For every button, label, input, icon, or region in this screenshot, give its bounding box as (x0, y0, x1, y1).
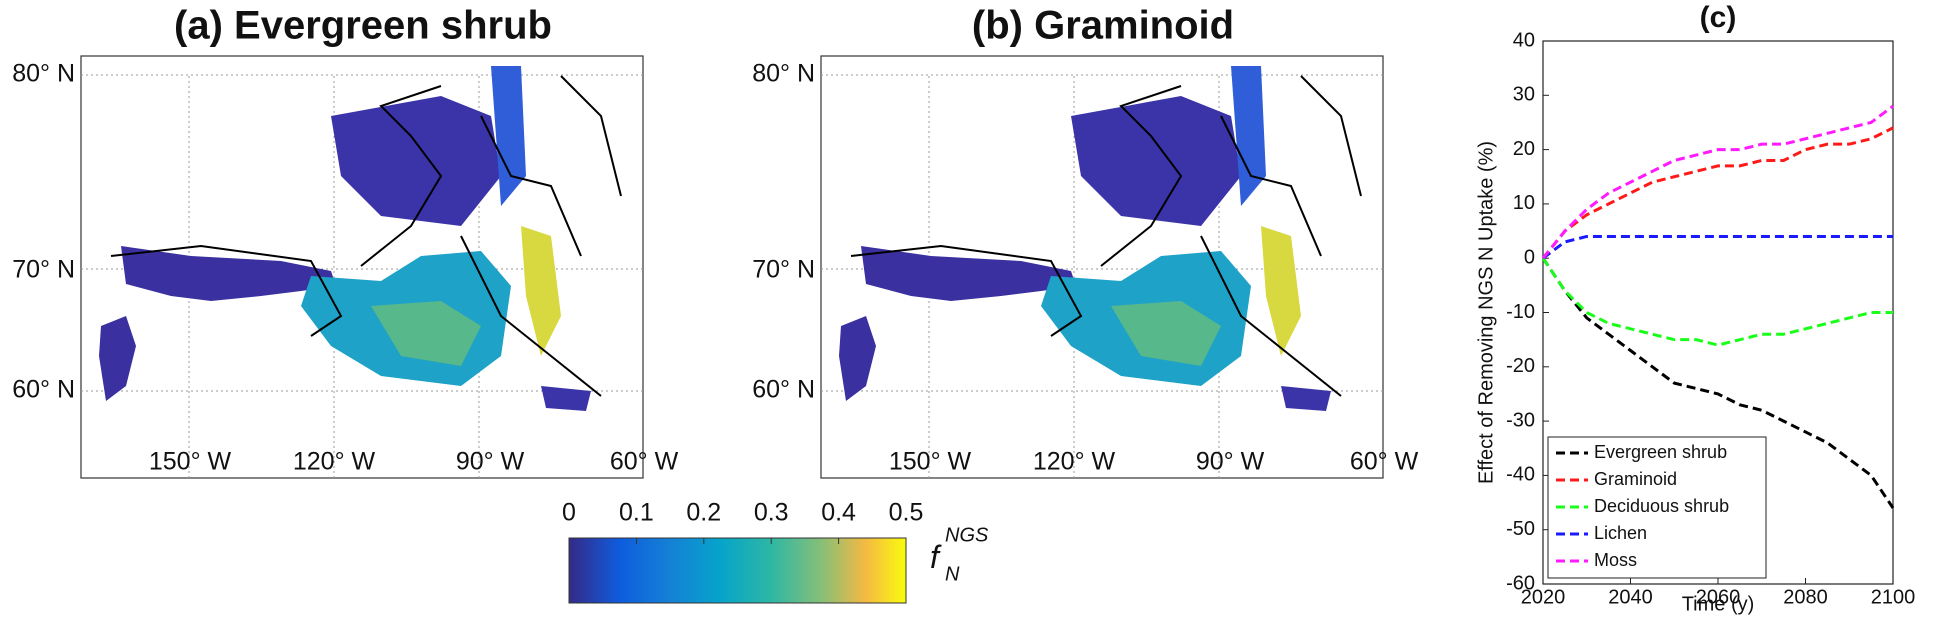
colorbar-tick-label: 0 (562, 499, 576, 527)
series-line (1541, 104, 1894, 260)
x-axis-label: Time (y) (1682, 593, 1755, 615)
colorbar-label-sup: NGS (945, 524, 989, 546)
colorbar-label-sub: N (945, 563, 960, 585)
colorbar-tick-label: 0.1 (619, 499, 654, 527)
legend-label: Lichen (1594, 523, 1647, 543)
colorbar-label: f (930, 539, 942, 575)
colorbar (568, 537, 907, 604)
y-tick-label: -40 (1506, 464, 1535, 486)
series-line (1541, 126, 1894, 260)
x-tick-label: 2040 (1608, 586, 1653, 608)
lon-label: 90° W (1196, 448, 1265, 476)
map-a (80, 55, 644, 479)
y-axis-label: Effect of Removing NGS N Uptake (%) (1475, 141, 1497, 484)
lat-label: 80° N (752, 60, 815, 88)
legend-label: Deciduous shrub (1594, 496, 1729, 516)
legend-label: Graminoid (1594, 469, 1677, 489)
colorbar-tick-label: 0.2 (686, 499, 721, 527)
colorbar-tick-label: 0.3 (754, 499, 789, 527)
lat-label: 60° N (752, 376, 815, 404)
series-line (1541, 257, 1895, 509)
legend-label: Evergreen shrub (1594, 442, 1727, 462)
lon-label: 60° W (610, 448, 679, 476)
x-tick-label: 2100 (1871, 586, 1916, 608)
x-tick-label: 2060 (1696, 586, 1741, 608)
lon-label: 150° W (889, 448, 972, 476)
series-line (1541, 257, 1893, 347)
y-tick-label: 0 (1524, 246, 1535, 268)
y-tick-label: 20 (1513, 138, 1535, 160)
y-tick-label: 30 (1513, 84, 1535, 106)
legend-label: Moss (1594, 550, 1637, 570)
map-title: (b) Graminoid (972, 4, 1234, 48)
lon-label: 120° W (293, 448, 376, 476)
map-b (820, 55, 1384, 479)
lon-label: 120° W (1033, 448, 1116, 476)
lon-label: 90° W (456, 448, 525, 476)
y-tick-label: -30 (1506, 409, 1535, 431)
lon-label: 60° W (1350, 448, 1419, 476)
x-tick-label: 2020 (1521, 586, 1566, 608)
y-tick-label: 40 (1513, 29, 1535, 51)
y-tick-label: 10 (1513, 192, 1535, 214)
x-tick-label: 2080 (1783, 586, 1828, 608)
map-title: (a) Evergreen shrub (174, 4, 552, 48)
colorbar-tick-label: 0.5 (889, 499, 924, 527)
y-tick-label: -10 (1506, 301, 1535, 323)
lat-label: 80° N (12, 60, 75, 88)
lat-label: 70° N (752, 256, 815, 284)
lat-label: 70° N (12, 256, 75, 284)
colorbar-tick-label: 0.4 (821, 499, 856, 527)
legend (1547, 436, 1767, 579)
y-tick-label: -50 (1506, 518, 1535, 540)
lon-label: 150° W (149, 448, 232, 476)
lat-label: 60° N (12, 376, 75, 404)
series-line (1542, 234, 1893, 260)
chart-title: (c) (1700, 1, 1737, 34)
y-tick-label: -60 (1506, 572, 1535, 594)
y-tick-label: -20 (1506, 355, 1535, 377)
